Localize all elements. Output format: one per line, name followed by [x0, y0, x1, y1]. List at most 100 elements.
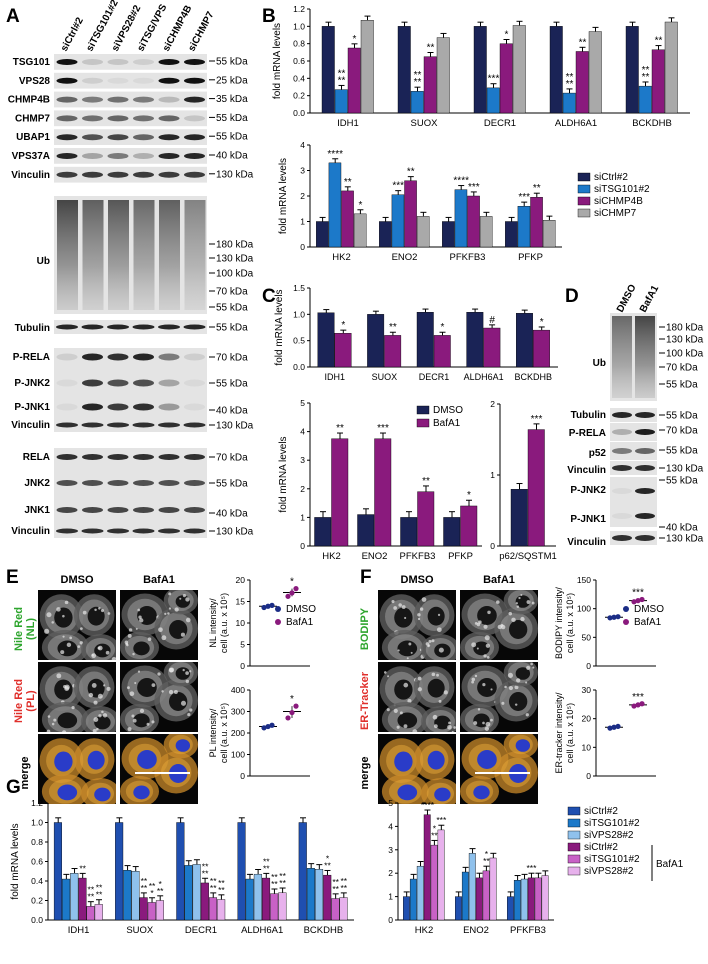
cell-droplet — [44, 628, 50, 634]
significance-mark: *** — [632, 692, 644, 703]
legend-marker — [275, 606, 281, 612]
legend-entry: siTSG101#2 — [584, 818, 640, 829]
bar — [516, 313, 533, 368]
bar — [664, 21, 678, 114]
x-tick-label: IDH1 — [68, 925, 90, 936]
cell-droplet — [396, 725, 400, 729]
mw-label: 130 kDa — [666, 464, 704, 475]
y-axis-label: cell (a.u. x 10⁵) — [219, 593, 229, 653]
blot-band — [612, 513, 632, 519]
cell-droplet — [483, 654, 487, 658]
cell-nucleus — [168, 692, 188, 711]
bar — [315, 869, 324, 921]
blot-band — [56, 422, 78, 428]
mw-label: 55 kDa — [216, 113, 248, 124]
cell-droplet — [383, 671, 387, 674]
cell-nucleus — [477, 750, 497, 769]
blot-band — [635, 429, 655, 435]
data-point — [639, 701, 645, 707]
significance-mark: ** — [263, 863, 270, 873]
cell-nucleus — [434, 787, 451, 802]
cell-nucleus — [515, 667, 531, 680]
cell-droplet — [403, 682, 409, 688]
cell-droplet — [179, 597, 182, 600]
y-tick-label: 10 — [582, 742, 592, 752]
bar — [316, 221, 329, 248]
bar — [562, 92, 576, 114]
y-tick-label: 1.0 — [293, 309, 305, 319]
significance-mark: * — [540, 317, 544, 328]
x-tick-label: HK2 — [415, 925, 433, 936]
significance-mark: ** — [149, 881, 156, 891]
bar — [512, 25, 526, 114]
cell-droplet — [137, 608, 141, 612]
blot-band — [82, 77, 103, 84]
dot-plot-e2: 0 100 200 300 400 PL intensity/cell (a.u. x 1… — [208, 685, 310, 781]
bar — [200, 882, 209, 921]
cell-droplet — [484, 726, 490, 731]
cell-droplet — [526, 600, 531, 604]
blot-band — [56, 403, 78, 411]
dot-legend: DMSO BafA1 — [275, 604, 316, 628]
bar — [416, 312, 434, 368]
cell-droplet — [137, 670, 141, 673]
cell-droplet — [483, 624, 488, 629]
cell-droplet — [157, 672, 161, 676]
mw-label: 70 kDa — [216, 453, 248, 464]
bar — [416, 216, 430, 248]
bar — [208, 897, 218, 921]
cell-droplet — [476, 647, 479, 650]
lane-label: siCtrl#2 — [59, 15, 86, 53]
blot-band — [184, 134, 205, 141]
cell-droplet — [126, 686, 130, 690]
cell-droplet — [111, 656, 116, 660]
x-tick-label: PFKFB3 — [400, 551, 436, 562]
mw-label: 55 kDa — [216, 479, 248, 490]
cell-droplet — [62, 635, 65, 638]
legend-entry: DMSO — [634, 604, 664, 615]
y-tick-label: 1.0 — [293, 21, 305, 31]
blot-band — [184, 480, 205, 486]
cell-nucleus — [57, 640, 78, 657]
significance-mark: * — [485, 849, 489, 859]
cell-nucleus — [168, 620, 188, 639]
significance-mark: ** — [96, 890, 103, 900]
blot-row-label: Vinculin — [567, 537, 606, 548]
y-axis-label: fold mRNA levels — [278, 158, 289, 234]
y-tick-label: 0.8 — [293, 39, 305, 49]
y-tick-label: 100 — [231, 750, 245, 760]
blot-band — [158, 59, 180, 65]
x-tick-label: SUOX — [126, 925, 154, 936]
legend-entry: BafA1 — [634, 617, 662, 628]
x-tick-label: HK2 — [332, 252, 350, 263]
mw-label: 55 kDa — [666, 411, 698, 422]
blot-strip — [610, 423, 657, 441]
y-tick-label: 3 — [300, 455, 305, 465]
data-point — [289, 709, 295, 716]
micrograph-row-label: merge — [19, 756, 31, 789]
dot-plot-e1: 0 5 10 15 20 NL intensity/cell (a.u. x 10⁵) * — [208, 575, 310, 671]
cell-droplet — [433, 724, 438, 729]
micrograph-row-label: ER-Tracker — [359, 671, 371, 730]
cell-droplet — [482, 683, 486, 687]
blot-band — [56, 507, 78, 513]
blot-band — [56, 77, 78, 84]
blot-strip — [610, 408, 657, 422]
cell-droplet — [62, 730, 67, 732]
blot-band — [612, 412, 632, 418]
bar — [317, 312, 335, 368]
blot-band — [107, 454, 129, 460]
bar — [176, 822, 185, 921]
significance-mark: **** — [453, 176, 469, 187]
panel-letter-b: B — [262, 6, 276, 27]
y-tick-label: 0 — [586, 661, 591, 671]
micrograph-cells — [379, 738, 456, 804]
y-tick-label: 400 — [231, 685, 245, 695]
blot-band — [184, 403, 205, 411]
bar — [442, 221, 455, 248]
bar — [379, 221, 392, 248]
blot-band — [158, 422, 180, 428]
blot-band — [133, 77, 154, 84]
cell-droplet — [94, 608, 97, 612]
blot-smear — [82, 200, 104, 310]
